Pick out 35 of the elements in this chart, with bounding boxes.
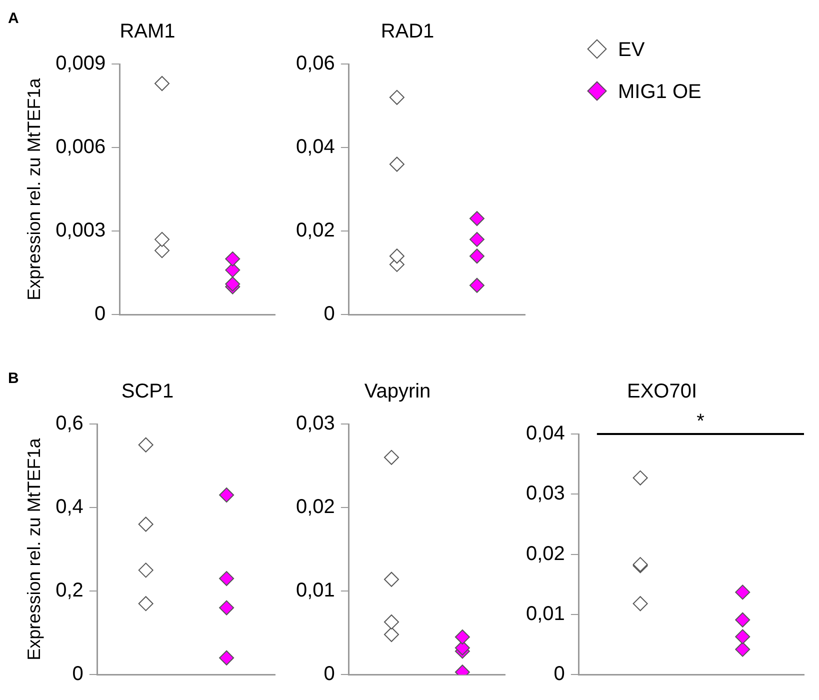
y-tick-label: 0,6 bbox=[56, 412, 84, 435]
chart-title: RAD1 bbox=[380, 20, 434, 43]
chart-title: RAM1 bbox=[120, 20, 176, 43]
y-tick-label: 0,01 bbox=[526, 602, 565, 625]
y-tick-label: 0,4 bbox=[56, 496, 84, 518]
chart-title: SCP1 bbox=[121, 380, 174, 403]
y-tick-label: 0,009 bbox=[56, 52, 106, 75]
y-axis-title: Expression rel. zu MtTEF1a bbox=[24, 437, 44, 660]
y-tick-label: 0 bbox=[94, 303, 106, 326]
y-axis-title: Expression rel. zu MtTEF1a bbox=[24, 77, 44, 300]
chart-title: Vapyrin bbox=[364, 380, 431, 403]
y-tick-label: 0,2 bbox=[56, 580, 84, 602]
y-tick-label: 0,02 bbox=[296, 220, 335, 242]
y-tick-label: 0,03 bbox=[526, 482, 565, 505]
text: A bbox=[8, 10, 19, 27]
text: B bbox=[8, 370, 19, 387]
y-tick-label: 0,003 bbox=[56, 220, 106, 242]
y-tick-label: 0,02 bbox=[526, 542, 565, 565]
text: MIG1 OE bbox=[618, 80, 702, 104]
y-tick-label: 0,02 bbox=[296, 496, 335, 518]
y-tick-label: 0,006 bbox=[56, 136, 106, 158]
y-tick-label: 0,06 bbox=[296, 52, 335, 75]
point bbox=[384, 627, 399, 642]
y-tick-label: 0,03 bbox=[296, 412, 335, 435]
y-tick-label: 0 bbox=[324, 663, 335, 686]
y-tick-label: 0 bbox=[324, 303, 335, 326]
point bbox=[735, 629, 750, 644]
chart-title: EXO70I bbox=[626, 380, 698, 403]
y-tick-label: 0,04 bbox=[296, 136, 335, 158]
y-tick-label: 0 bbox=[554, 663, 565, 686]
y-tick-label: 0,04 bbox=[526, 422, 565, 445]
text: * bbox=[696, 410, 705, 433]
y-tick-label: 0 bbox=[72, 663, 84, 686]
y-tick-label: 0,01 bbox=[296, 580, 335, 602]
text: EV bbox=[618, 38, 645, 62]
